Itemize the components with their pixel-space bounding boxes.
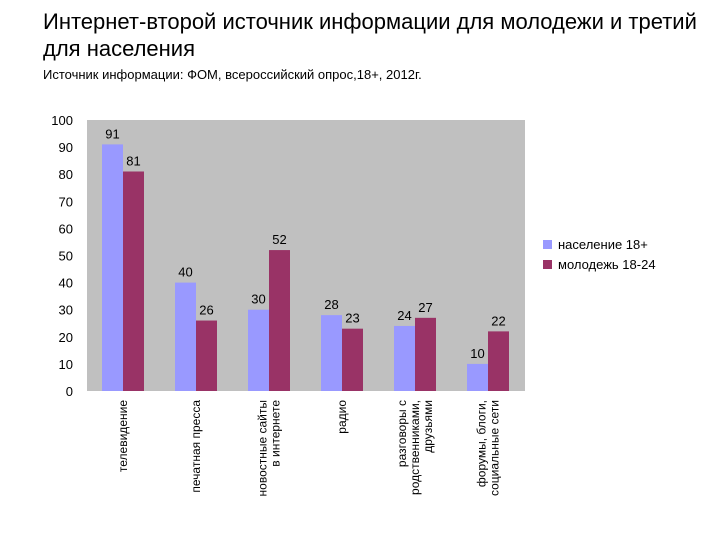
y-tick-label: 100 xyxy=(51,113,73,128)
y-tick-label: 80 xyxy=(59,167,73,182)
data-label: 26 xyxy=(199,303,213,318)
category-label: в интернете xyxy=(269,400,283,467)
bar-population xyxy=(467,363,488,391)
data-label: 24 xyxy=(397,308,411,323)
data-label: 40 xyxy=(178,265,192,280)
bar-population xyxy=(321,315,342,391)
y-tick-label: 20 xyxy=(59,330,73,345)
bar-youth xyxy=(342,328,363,391)
category-label: родственниками, xyxy=(408,400,422,495)
category-label: социальные сети xyxy=(488,400,502,496)
bar-youth xyxy=(415,317,436,391)
data-label: 30 xyxy=(251,292,265,307)
source-subtitle: Источник информации: ФОМ, всероссийский … xyxy=(43,67,422,82)
y-tick-label: 30 xyxy=(59,303,73,318)
y-tick-label: 40 xyxy=(59,276,73,291)
bar-youth xyxy=(488,331,509,391)
y-tick-label: 70 xyxy=(59,194,73,209)
category-label: телевидение xyxy=(116,400,130,472)
data-label: 52 xyxy=(272,232,286,247)
bar-population xyxy=(102,144,123,391)
y-tick-label: 50 xyxy=(59,249,73,264)
category-label: друзьями xyxy=(421,400,435,453)
data-label: 27 xyxy=(418,300,432,315)
legend-label: население 18+ xyxy=(558,237,648,252)
y-tick-label: 0 xyxy=(66,384,73,399)
category-label: радио xyxy=(335,400,349,434)
legend-swatch xyxy=(543,260,552,269)
legend-swatch xyxy=(543,240,552,249)
legend-label: молодежь 18-24 xyxy=(558,257,656,272)
data-label: 10 xyxy=(470,346,484,361)
bar-population xyxy=(175,282,196,391)
y-tick-label: 10 xyxy=(59,357,73,372)
data-label: 22 xyxy=(491,313,505,328)
category-label: разговоры с xyxy=(395,400,409,467)
category-label: форумы, блоги, xyxy=(475,400,489,487)
plot-area xyxy=(87,120,525,391)
y-tick-label: 60 xyxy=(59,221,73,236)
category-label: новостные сайты xyxy=(256,400,270,496)
bar-youth xyxy=(196,320,217,391)
data-label: 28 xyxy=(324,297,338,312)
bar-youth xyxy=(269,250,290,391)
category-label: печатная пресса xyxy=(189,400,203,493)
data-label: 81 xyxy=(126,153,140,168)
data-label: 23 xyxy=(345,311,359,326)
data-label: 91 xyxy=(105,126,119,141)
bar-population xyxy=(394,325,415,391)
bar-youth xyxy=(123,171,144,391)
page-title: Интернет-второй источник информации для … xyxy=(43,9,697,61)
y-tick-label: 90 xyxy=(59,140,73,155)
bar-population xyxy=(248,309,269,391)
